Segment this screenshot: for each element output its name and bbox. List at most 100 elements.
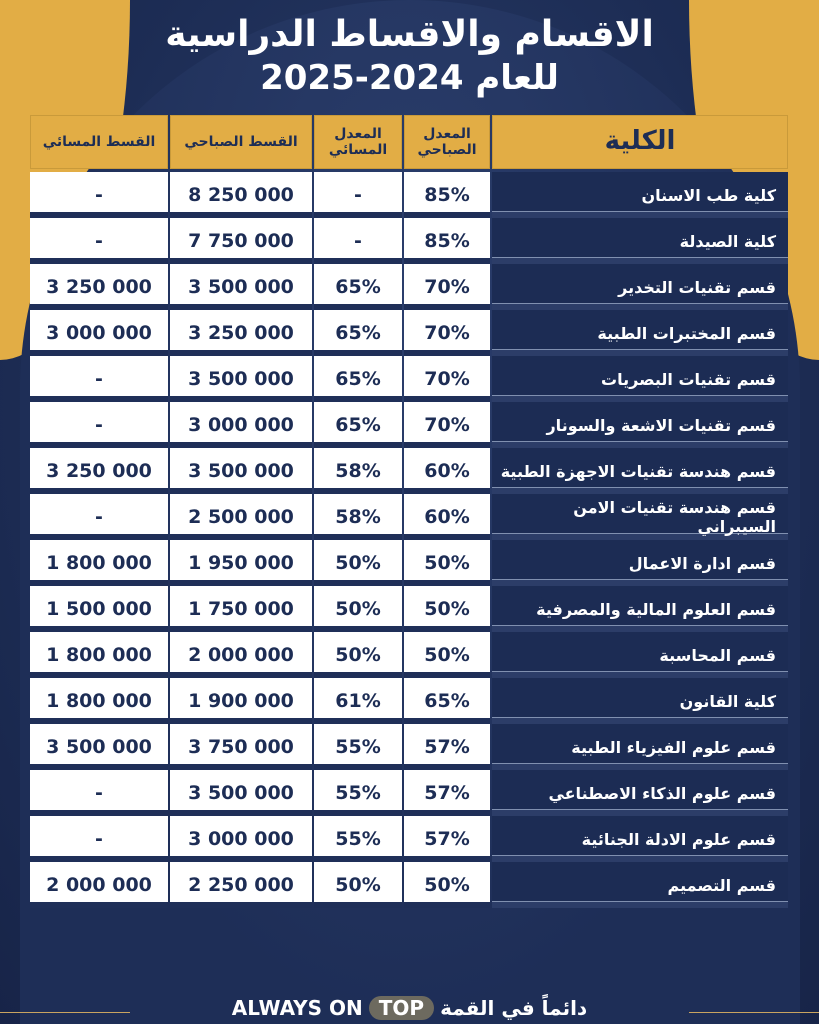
cell-evening-fee: 3 000 000 [30, 310, 168, 356]
cell-name: قسم علوم الفيزياء الطبية [492, 724, 788, 770]
cell-evening-fee: - [30, 218, 168, 264]
header-morning-fee: القسط الصباحي [170, 115, 312, 169]
cell-morning-rate: 70% [404, 356, 490, 402]
cell-evening-fee: - [30, 770, 168, 816]
table-row: قسم هندسة تقنيات الاجهزة الطبية 60% 58% 3 5… [30, 448, 788, 494]
cell-name: قسم المحاسبة [492, 632, 788, 678]
cell-name: كلية الصيدلة [492, 218, 788, 264]
cell-evening-rate: 61% [314, 678, 402, 724]
table-row: قسم علوم الفيزياء الطبية 57% 55% 3 750 000 3… [30, 724, 788, 770]
table-row: قسم المحاسبة 50% 50% 2 000 000 1 800 000 [30, 632, 788, 678]
page-title: الاقسام والاقساط الدراسية [165, 14, 654, 55]
cell-name: قسم تقنيات التخدير [492, 264, 788, 310]
footer-line-left [0, 1012, 130, 1013]
cell-morning-rate: 50% [404, 540, 490, 586]
cell-morning-rate: 50% [404, 862, 490, 908]
cell-evening-fee: - [30, 402, 168, 448]
cell-evening-fee: 1 800 000 [30, 678, 168, 724]
cell-morning-fee: 3 500 000 [170, 448, 312, 494]
cell-morning-fee: 3 000 000 [170, 402, 312, 448]
footer-slogan: ALWAYS ON TOP دائماً في القمة [0, 996, 819, 1020]
cell-morning-fee: 8 250 000 [170, 172, 312, 218]
cell-evening-rate: - [314, 218, 402, 264]
cell-morning-fee: 2 000 000 [170, 632, 312, 678]
table-row: قسم ادارة الاعمال 50% 50% 1 950 000 1 800 00… [30, 540, 788, 586]
cell-evening-rate: 65% [314, 402, 402, 448]
header-morning-rate: المعدل الصباحي [404, 115, 490, 169]
header-evening-rate: المعدل المسائي [314, 115, 402, 169]
cell-evening-rate: 50% [314, 586, 402, 632]
table-row: كلية القانون 65% 61% 1 900 000 1 800 000 [30, 678, 788, 724]
cell-evening-fee: 3 250 000 [30, 264, 168, 310]
cell-morning-fee: 2 500 000 [170, 494, 312, 540]
cell-evening-fee: 3 250 000 [30, 448, 168, 494]
cell-name: كلية طب الاسنان [492, 172, 788, 218]
table-header-row: الكلية المعدل الصباحي المعدل المسائي الق… [30, 115, 788, 169]
cell-name: قسم التصميم [492, 862, 788, 908]
slogan-en: ALWAYS ON [231, 996, 363, 1020]
cell-evening-fee: 1 800 000 [30, 632, 168, 678]
cell-morning-fee: 1 900 000 [170, 678, 312, 724]
cell-evening-rate: 50% [314, 632, 402, 678]
cell-evening-rate: - [314, 172, 402, 218]
cell-morning-rate: 60% [404, 448, 490, 494]
table-row: قسم هندسة تقنيات الامن السيبراني 60% 58% 2 … [30, 494, 788, 540]
table-row: قسم تقنيات البصريات 70% 65% 3 500 000- [30, 356, 788, 402]
table-row: قسم تقنيات الاشعة والسونار 70% 65% 3 000 00… [30, 402, 788, 448]
cell-morning-rate: 70% [404, 310, 490, 356]
cell-morning-fee: 3 000 000 [170, 816, 312, 862]
cell-morning-rate: 50% [404, 632, 490, 678]
cell-morning-rate: 57% [404, 816, 490, 862]
cell-morning-rate: 60% [404, 494, 490, 540]
cell-evening-fee: - [30, 494, 168, 540]
cell-morning-fee: 1 950 000 [170, 540, 312, 586]
cell-evening-rate: 55% [314, 770, 402, 816]
cell-morning-rate: 85% [404, 172, 490, 218]
slogan-top-badge: TOP [368, 996, 435, 1020]
cell-morning-rate: 85% [404, 218, 490, 264]
table-row: قسم علوم الادلة الجنائية 57% 55% 3 000 000- [30, 816, 788, 862]
cell-evening-rate: 58% [314, 448, 402, 494]
cell-evening-fee: - [30, 172, 168, 218]
cell-morning-rate: 50% [404, 586, 490, 632]
cell-evening-rate: 55% [314, 816, 402, 862]
table-row: قسم المختبرات الطبية 70% 65% 3 250 000 3 000… [30, 310, 788, 356]
cell-name: قسم هندسة تقنيات الامن السيبراني [492, 494, 788, 540]
table-row: قسم العلوم المالية والمصرفية 50% 50% 1 750 … [30, 586, 788, 632]
cell-morning-fee: 3 500 000 [170, 356, 312, 402]
cell-evening-fee: - [30, 356, 168, 402]
cell-name: قسم المختبرات الطبية [492, 310, 788, 356]
cell-name: قسم تقنيات البصريات [492, 356, 788, 402]
cell-morning-rate: 57% [404, 770, 490, 816]
cell-morning-fee: 1 750 000 [170, 586, 312, 632]
table-row: قسم علوم الذكاء الاصطناعي 57% 55% 3 500 000… [30, 770, 788, 816]
cell-evening-fee: - [30, 816, 168, 862]
cell-evening-rate: 65% [314, 356, 402, 402]
cell-name: قسم تقنيات الاشعة والسونار [492, 402, 788, 448]
cell-morning-rate: 57% [404, 724, 490, 770]
cell-name: قسم العلوم المالية والمصرفية [492, 586, 788, 632]
cell-evening-fee: 2 000 000 [30, 862, 168, 908]
header-name: الكلية [492, 115, 788, 169]
cell-morning-fee: 3 250 000 [170, 310, 312, 356]
table-row: قسم التصميم 50% 50% 2 250 000 2 000 000 [30, 862, 788, 908]
cell-name: كلية القانون [492, 678, 788, 724]
table-row: كلية طب الاسنان 85% -8 250 000- [30, 172, 788, 218]
cell-morning-fee: 3 500 000 [170, 264, 312, 310]
cell-evening-rate: 55% [314, 724, 402, 770]
cell-morning-fee: 3 750 000 [170, 724, 312, 770]
page-subtitle: للعام 2024-2025 [260, 58, 559, 98]
cell-evening-rate: 58% [314, 494, 402, 540]
cell-name: قسم علوم الادلة الجنائية [492, 816, 788, 862]
cell-name: قسم ادارة الاعمال [492, 540, 788, 586]
cell-morning-fee: 7 750 000 [170, 218, 312, 264]
cell-morning-rate: 65% [404, 678, 490, 724]
cell-evening-rate: 50% [314, 862, 402, 908]
cell-morning-rate: 70% [404, 402, 490, 448]
footer-line-right [689, 1012, 819, 1013]
cell-evening-rate: 65% [314, 310, 402, 356]
cell-morning-rate: 70% [404, 264, 490, 310]
cell-morning-fee: 2 250 000 [170, 862, 312, 908]
cell-evening-rate: 50% [314, 540, 402, 586]
cell-evening-fee: 1 800 000 [30, 540, 168, 586]
